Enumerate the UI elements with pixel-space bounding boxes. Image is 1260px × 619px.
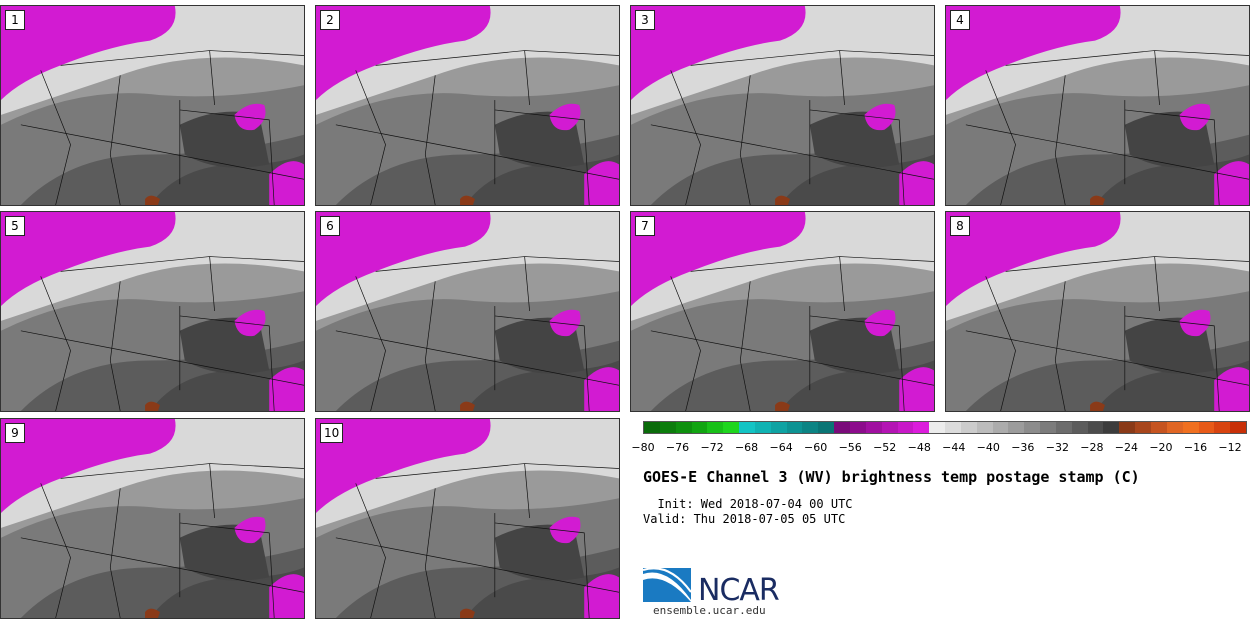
colorbar-swatch — [723, 422, 740, 433]
map-panel-6: 6 — [315, 211, 620, 412]
colorbar-tick-label: −64 — [769, 441, 793, 454]
colorbar-swatch — [834, 422, 850, 433]
colorbar-swatch — [897, 422, 914, 433]
colorbar-tick-label: −32 — [1045, 441, 1069, 454]
map-image — [316, 419, 619, 618]
colorbar-swatch — [1071, 422, 1088, 433]
colorbar-swatch — [913, 422, 930, 433]
panel-number: 10 — [320, 423, 344, 443]
colorbar-swatch — [1151, 422, 1167, 433]
colorbar-swatch — [1182, 422, 1199, 433]
colorbar-swatch — [739, 422, 755, 433]
colorbar-swatch — [881, 422, 898, 433]
colorbar-tick-label: −76 — [665, 441, 690, 454]
map-panel-5: 5 — [0, 211, 305, 412]
valid-time: Valid: Thu 2018-07-05 05 UTC — [643, 512, 846, 526]
colorbar — [643, 421, 1247, 434]
colorbar-tick-label: −24 — [1114, 441, 1139, 454]
colorbar-tick-label: −28 — [1080, 441, 1104, 454]
colorbar-swatch — [786, 422, 803, 433]
colorbar-swatch — [976, 422, 993, 433]
map-panel-4: 4 — [945, 5, 1250, 206]
colorbar-tick-label: −12 — [1218, 441, 1242, 454]
colorbar-tick-label: −40 — [976, 441, 1000, 454]
colorbar-tick-label: −56 — [838, 441, 862, 454]
colorbar-swatch — [1198, 422, 1215, 433]
colorbar-swatch — [707, 422, 724, 433]
panel-number: 2 — [320, 10, 340, 30]
panel-number: 3 — [635, 10, 655, 30]
ncar-logo-text: NCAR — [698, 573, 780, 608]
colorbar-swatch — [1214, 422, 1231, 433]
colorbar-swatch — [644, 422, 660, 433]
colorbar-swatch — [1103, 422, 1120, 433]
colorbar-tick-label: −44 — [942, 441, 966, 454]
colorbar-tick-label: −48 — [907, 441, 931, 454]
colorbar-swatch — [802, 422, 819, 433]
colorbar-swatch — [1008, 422, 1025, 433]
map-panel-7: 7 — [630, 211, 935, 412]
map-image — [946, 212, 1249, 411]
map-panel-9: 9 — [0, 418, 305, 619]
map-panel-8: 8 — [945, 211, 1250, 412]
map-image — [631, 212, 934, 411]
map-image — [1, 419, 304, 618]
map-image — [946, 6, 1249, 205]
site-url: ensemble.ucar.edu — [653, 604, 766, 617]
map-image — [316, 6, 619, 205]
colorbar-swatch — [675, 422, 692, 433]
colorbar-swatch — [849, 422, 866, 433]
colorbar-swatch — [992, 422, 1009, 433]
colorbar-swatch — [1166, 422, 1183, 433]
colorbar-swatch — [1055, 422, 1072, 433]
colorbar-swatch — [1024, 422, 1041, 433]
map-panel-10: 10 — [315, 418, 620, 619]
colorbar-swatch — [659, 422, 676, 433]
map-image — [316, 212, 619, 411]
map-image — [631, 6, 934, 205]
panel-number: 8 — [950, 216, 970, 236]
panel-number: 5 — [5, 216, 25, 236]
colorbar-swatch — [1230, 422, 1247, 433]
map-image — [1, 6, 304, 205]
panel-number: 1 — [5, 10, 25, 30]
colorbar-tick-label: −52 — [873, 441, 897, 454]
colorbar-swatch — [770, 422, 787, 433]
panel-number: 6 — [320, 216, 340, 236]
colorbar-swatch — [1040, 422, 1056, 433]
init-time: Init: Wed 2018-07-04 00 UTC — [643, 497, 853, 511]
figure-title: GOES-E Channel 3 (WV) brightness temp po… — [643, 468, 1140, 486]
colorbar-swatch — [1087, 422, 1104, 433]
ncar-logo-icon — [643, 567, 692, 602]
colorbar-swatch — [818, 422, 835, 433]
colorbar-swatch — [929, 422, 946, 433]
panel-number: 9 — [5, 423, 25, 443]
colorbar-swatch — [1119, 422, 1136, 433]
colorbar-swatch — [1135, 422, 1151, 433]
colorbar-tick-label: −72 — [700, 441, 724, 454]
colorbar-tick-label: −80 — [631, 441, 655, 454]
map-image — [1, 212, 304, 411]
colorbar-swatch — [945, 422, 961, 433]
panel-number: 4 — [950, 10, 970, 30]
colorbar-tick-label: −36 — [1011, 441, 1035, 454]
map-panel-3: 3 — [630, 5, 935, 206]
colorbar-tick-label: −16 — [1183, 441, 1208, 454]
colorbar-swatch — [691, 422, 708, 433]
map-panel-2: 2 — [315, 5, 620, 206]
colorbar-swatch — [865, 422, 882, 433]
colorbar-swatch — [960, 422, 977, 433]
colorbar-tick-label: −20 — [1149, 441, 1173, 454]
colorbar-swatch — [754, 422, 771, 433]
colorbar-tick-label: −68 — [734, 441, 759, 454]
panel-number: 7 — [635, 216, 655, 236]
map-panel-1: 1 — [0, 5, 305, 206]
colorbar-tick-label: −60 — [804, 441, 828, 454]
